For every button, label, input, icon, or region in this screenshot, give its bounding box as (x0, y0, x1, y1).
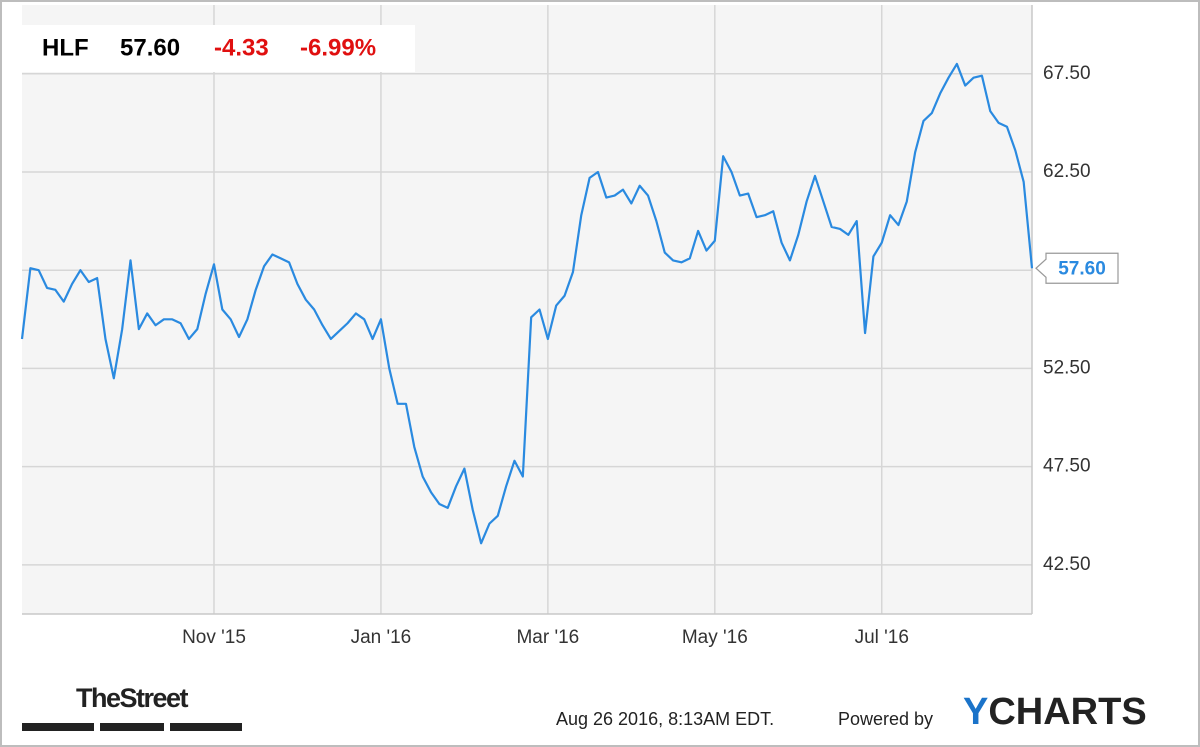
change-pct: -6.99% (300, 34, 376, 61)
last-value-label: 57.60 (1058, 258, 1106, 279)
x-tick-label: Nov '15 (182, 627, 246, 648)
brand-bar (100, 723, 164, 731)
x-tick-label: Mar '16 (516, 627, 579, 648)
powered-by: Powered by (838, 709, 933, 729)
logo: YCHARTS (963, 691, 1147, 733)
grid (22, 5, 1032, 614)
price-line (20, 62, 1034, 545)
y-tick-label: 62.50 (1043, 161, 1091, 182)
brand-bar (22, 723, 94, 731)
plot-area (22, 5, 1032, 614)
symbol: HLF (42, 34, 89, 61)
x-tick-label: May '16 (682, 627, 748, 648)
change: -4.33 (214, 34, 269, 61)
brand-bar (170, 723, 242, 731)
last-value-callout (1035, 252, 1119, 284)
x-tick-label: Jul '16 (855, 627, 909, 648)
price: 57.60 (120, 34, 180, 61)
header-box (22, 25, 415, 72)
y-tick-label: 47.50 (1043, 456, 1091, 477)
timestamp: Aug 26 2016, 8:13AM EDT. (556, 709, 774, 729)
y-tick-label: 42.50 (1043, 554, 1091, 575)
y-tick-label: 67.50 (1043, 63, 1091, 84)
x-tick-label: Jan '16 (351, 627, 412, 648)
y-tick-label: 52.50 (1043, 357, 1091, 378)
brand: TheStreet (76, 683, 189, 713)
